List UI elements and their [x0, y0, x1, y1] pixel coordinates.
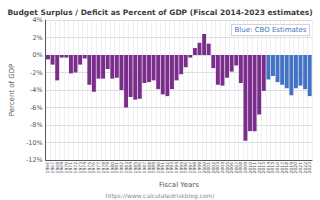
- svg-text:-4%: -4%: [30, 86, 43, 94]
- svg-text:2005: 2005: [224, 162, 230, 174]
- svg-text:1986: 1986: [137, 162, 143, 174]
- svg-text:2017: 2017: [279, 162, 285, 174]
- svg-text:1970: 1970: [63, 162, 69, 174]
- svg-text:2004: 2004: [220, 162, 225, 174]
- svg-text:-8%: -8%: [30, 121, 43, 129]
- svg-text:1998: 1998: [192, 162, 198, 174]
- svg-text:Blue: CBO Estimates: Blue: CBO Estimates: [235, 26, 307, 34]
- svg-text:1984: 1984: [128, 162, 134, 174]
- svg-text:2022: 2022: [302, 162, 308, 174]
- svg-text:1972: 1972: [73, 162, 78, 174]
- svg-text:1966: 1966: [45, 162, 51, 174]
- svg-text:2008: 2008: [238, 162, 244, 174]
- svg-text:2006: 2006: [229, 162, 235, 174]
- svg-text:Percent of GDP: Percent of GDP: [8, 64, 16, 117]
- svg-text:1995: 1995: [178, 162, 184, 174]
- svg-text:2013: 2013: [261, 162, 267, 174]
- svg-text:1969: 1969: [59, 162, 65, 174]
- svg-text:1968: 1968: [54, 162, 60, 174]
- svg-text:2003: 2003: [215, 162, 221, 174]
- svg-text:1999: 1999: [197, 162, 202, 174]
- svg-text:1989: 1989: [151, 162, 157, 174]
- svg-text:2014: 2014: [265, 162, 271, 174]
- svg-text:-2%: -2%: [30, 69, 43, 77]
- svg-text:1978: 1978: [100, 162, 106, 174]
- svg-text:1987: 1987: [141, 162, 147, 174]
- svg-text:2000: 2000: [201, 162, 207, 174]
- svg-text:0%: 0%: [32, 51, 42, 59]
- svg-text:1981: 1981: [114, 162, 120, 174]
- svg-text:2%: 2%: [32, 34, 42, 42]
- svg-text:1997: 1997: [187, 162, 193, 174]
- svg-text:1990: 1990: [155, 162, 161, 174]
- svg-text:1971: 1971: [68, 162, 74, 174]
- svg-text:1982: 1982: [119, 162, 124, 174]
- svg-text:1975: 1975: [86, 162, 92, 174]
- svg-text:https://www.calculatedriskblog: https://www.calculatedriskblog.com/: [106, 192, 216, 200]
- svg-text:2015: 2015: [270, 162, 276, 174]
- svg-text:2020: 2020: [293, 162, 299, 174]
- svg-text:1979: 1979: [105, 162, 111, 174]
- svg-text:2012: 2012: [256, 162, 262, 174]
- svg-text:1980: 1980: [109, 162, 115, 174]
- svg-text:1994: 1994: [174, 162, 180, 174]
- svg-text:1973: 1973: [77, 162, 83, 174]
- svg-text:2002: 2002: [210, 162, 216, 174]
- svg-text:1967: 1967: [50, 162, 56, 174]
- svg-text:-10%: -10%: [26, 139, 43, 147]
- svg-text:2023: 2023: [307, 162, 312, 174]
- svg-text:2009: 2009: [242, 162, 248, 174]
- svg-text:Fiscal Years: Fiscal Years: [159, 181, 199, 189]
- svg-text:2021: 2021: [298, 162, 303, 174]
- svg-text:1974: 1974: [82, 162, 88, 174]
- svg-text:1993: 1993: [169, 162, 175, 174]
- svg-text:Budget Surplus / Deficit as Pe: Budget Surplus / Deficit as Percent of G…: [7, 8, 312, 17]
- svg-text:-12%: -12%: [26, 156, 43, 164]
- svg-text:1996: 1996: [183, 162, 189, 174]
- svg-text:1977: 1977: [96, 162, 101, 174]
- svg-text:1985: 1985: [132, 162, 138, 174]
- svg-text:2016: 2016: [275, 162, 281, 174]
- svg-text:2019: 2019: [288, 162, 294, 174]
- svg-text:1991: 1991: [160, 162, 166, 174]
- svg-text:2007: 2007: [233, 162, 239, 174]
- svg-text:2018: 2018: [284, 162, 290, 174]
- svg-text:1992: 1992: [164, 162, 170, 174]
- svg-text:2001: 2001: [206, 162, 212, 174]
- svg-text:-6%: -6%: [30, 104, 43, 112]
- svg-text:1988: 1988: [146, 162, 152, 174]
- svg-text:2010: 2010: [247, 162, 253, 174]
- svg-text:1976: 1976: [91, 162, 97, 174]
- svg-text:1983: 1983: [123, 162, 129, 174]
- svg-text:2011: 2011: [252, 162, 258, 174]
- svg-text:4%: 4%: [32, 16, 42, 24]
